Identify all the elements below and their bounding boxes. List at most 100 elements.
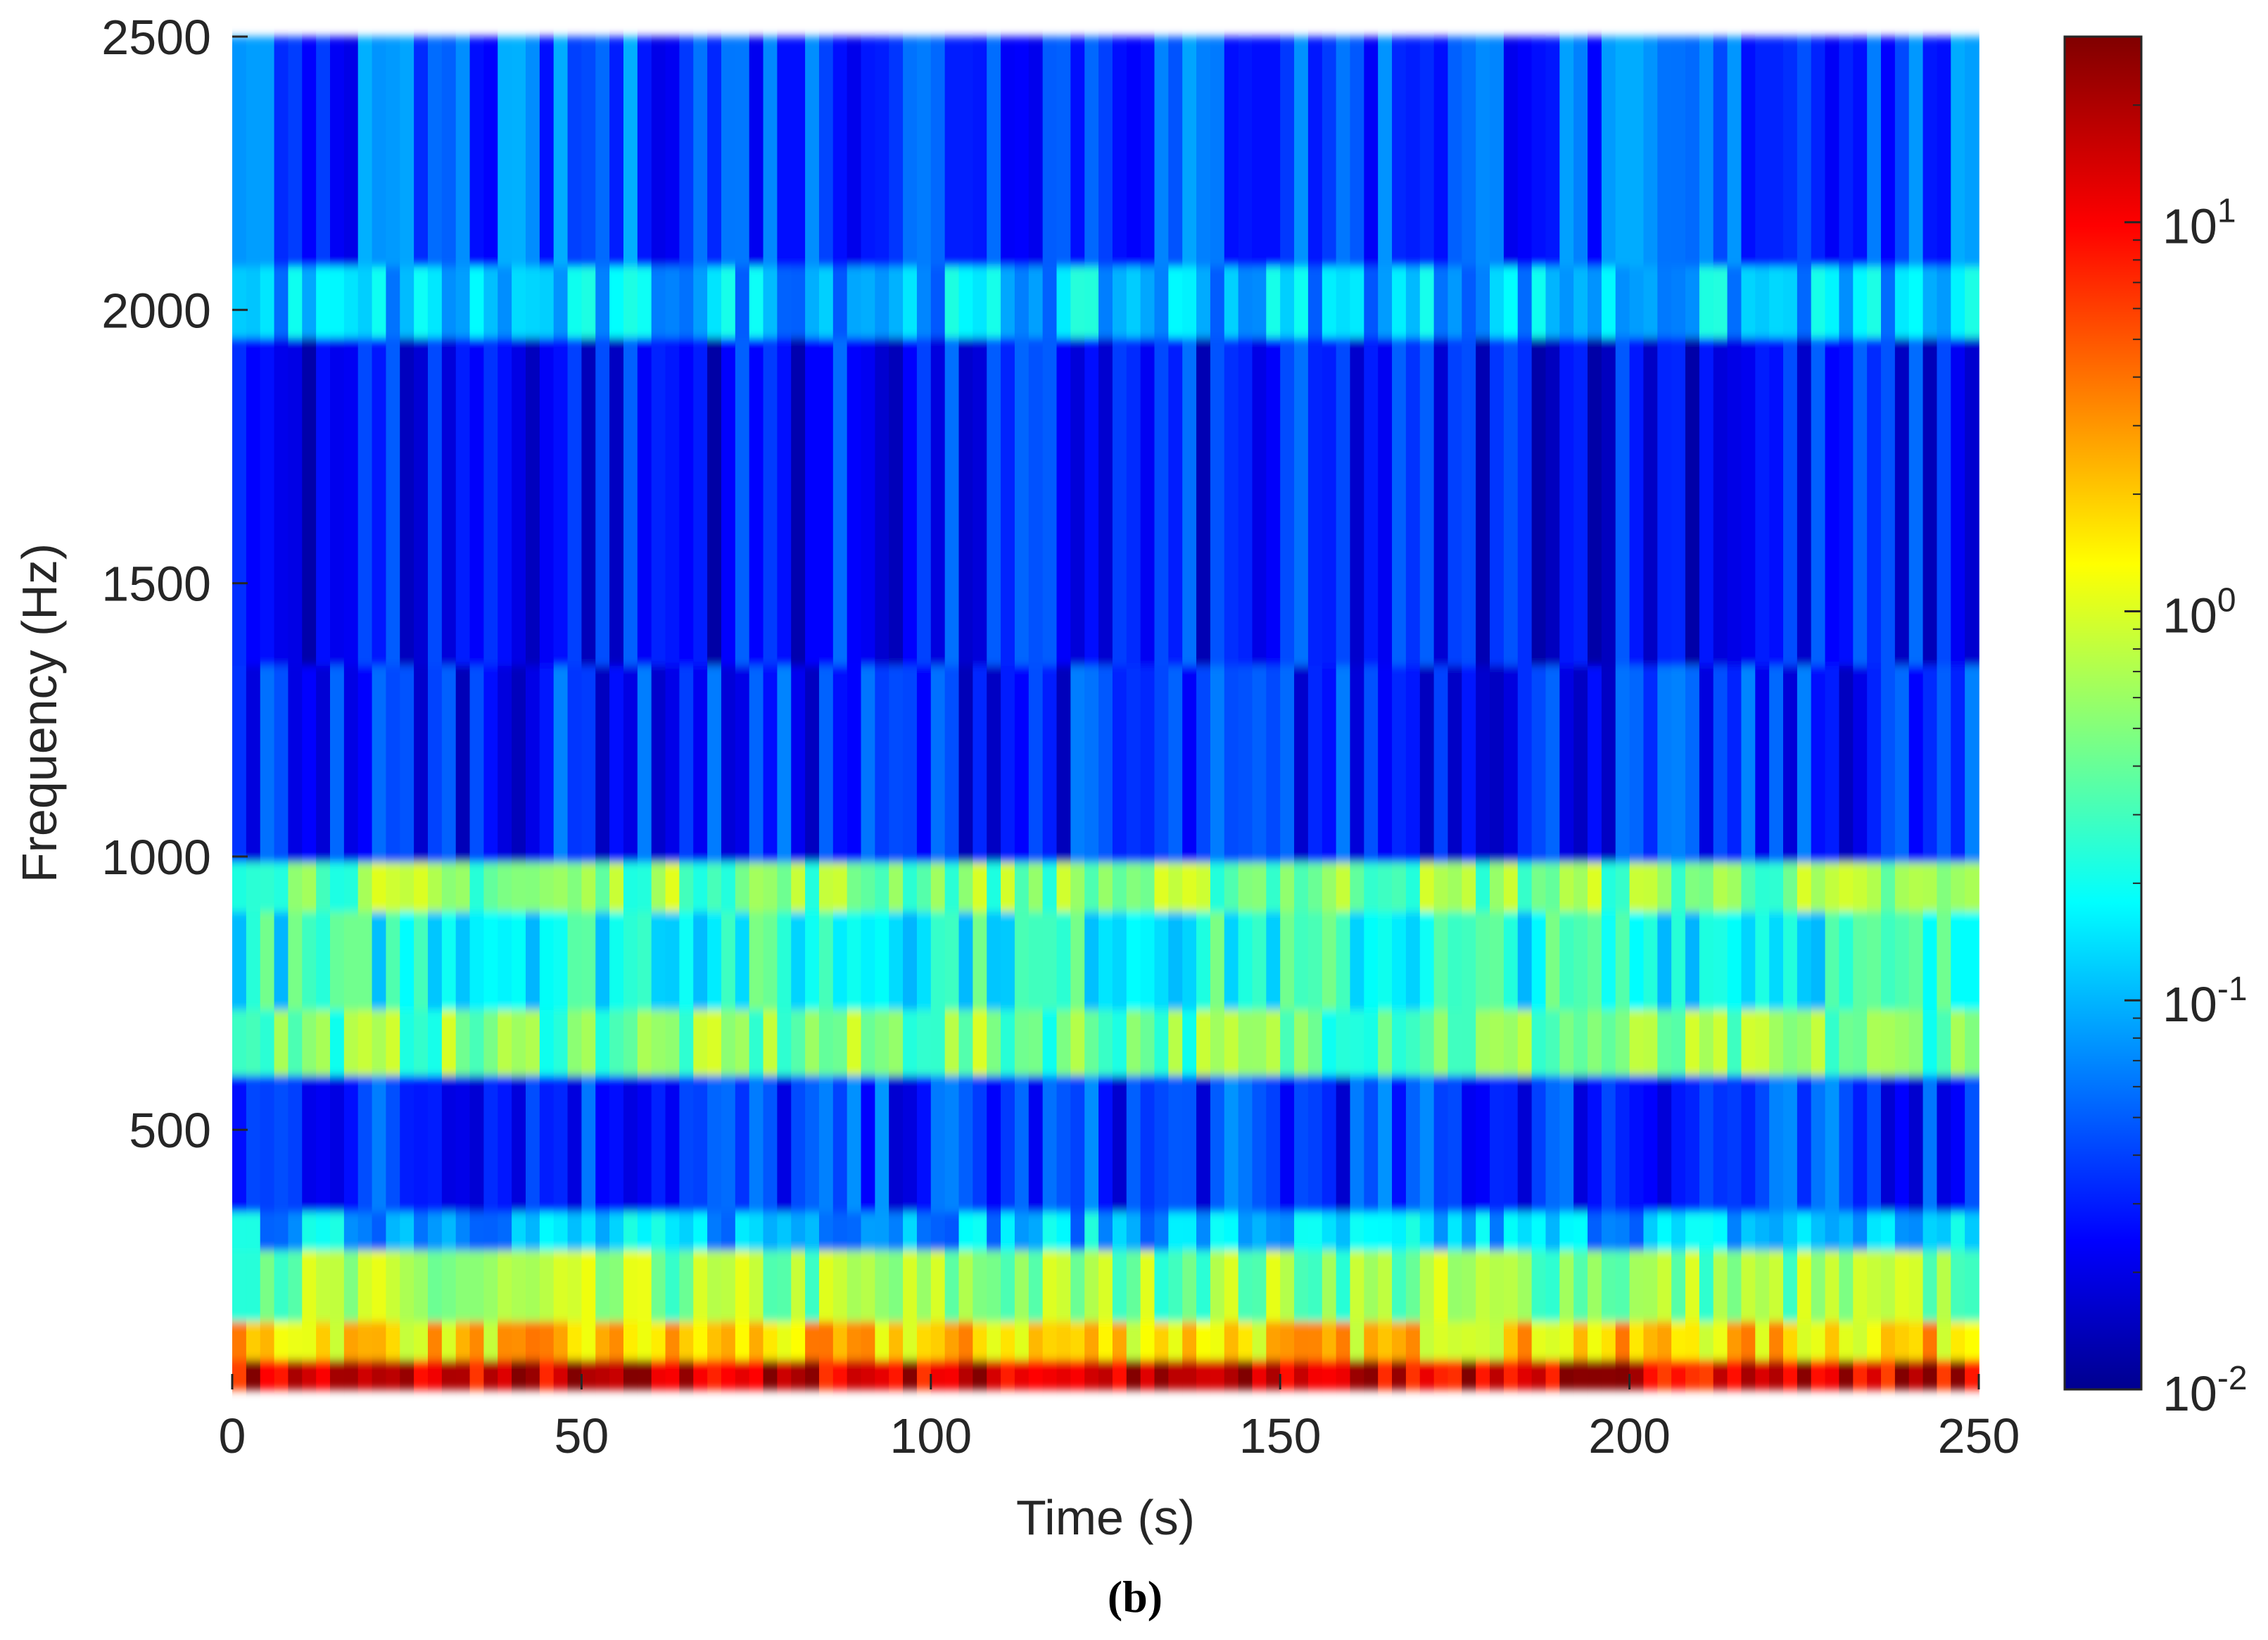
heatmap-cell <box>1210 1359 1225 1390</box>
heatmap-cell <box>567 911 583 1011</box>
heatmap-cell <box>1881 337 1896 666</box>
heatmap-cell <box>441 862 457 912</box>
heatmap-cell <box>525 862 540 912</box>
heatmap-cell <box>1419 1359 1435 1390</box>
heatmap-cell <box>581 1075 597 1213</box>
heatmap-cell <box>651 1211 666 1251</box>
heatmap-cell <box>1811 911 1826 1011</box>
heatmap-cell <box>1783 665 1798 863</box>
heatmap-cell <box>1447 1009 1463 1076</box>
heatmap-cell <box>1168 1249 1184 1322</box>
heatmap-cell <box>1573 1249 1588 1322</box>
heatmap-cell <box>1741 911 1756 1011</box>
heatmap-cell <box>372 911 387 1011</box>
heatmap-cell <box>1657 1009 1672 1076</box>
x-tick-label: 0 <box>219 1408 246 1463</box>
heatmap-cell <box>903 665 918 863</box>
heatmap-cell <box>609 862 624 912</box>
heatmap-cell <box>749 1075 764 1213</box>
heatmap-cell <box>1559 1249 1574 1322</box>
heatmap-cell <box>861 37 876 267</box>
heatmap-cell <box>1056 1075 1072 1213</box>
heatmap-cell <box>693 665 708 863</box>
heatmap-cell <box>1140 266 1155 338</box>
heatmap-cell <box>595 911 610 1011</box>
heatmap-cell <box>1014 1359 1030 1390</box>
heatmap-cell <box>818 266 834 338</box>
heatmap-cell <box>1881 1075 1896 1213</box>
heatmap-cell <box>861 1211 876 1251</box>
heatmap-cell <box>1727 1359 1742 1390</box>
heatmap-cell <box>1741 1009 1756 1076</box>
heatmap-cell <box>1629 1009 1645 1076</box>
heatmap-cell <box>805 1249 820 1322</box>
heatmap-cell <box>1490 266 1504 338</box>
heatmap-cell <box>414 665 429 863</box>
heatmap-cell <box>1769 1211 1784 1251</box>
colorbar-tick-base: 10 <box>2162 199 2217 254</box>
heatmap-cell <box>1252 1075 1267 1213</box>
heatmap-cell <box>1894 1249 1910 1322</box>
heatmap-cell <box>274 266 289 338</box>
heatmap-cell <box>1867 1009 1882 1076</box>
heatmap-cell <box>1266 1249 1281 1322</box>
heatmap-cell <box>609 337 624 666</box>
heatmap-cell <box>1573 266 1588 338</box>
heatmap-cell <box>1937 337 1952 666</box>
heatmap-cell <box>1028 37 1044 267</box>
heatmap-cell <box>1573 1075 1588 1213</box>
heatmap-cell <box>302 1320 317 1361</box>
heatmap-cell <box>427 337 443 666</box>
heatmap-cell <box>1238 862 1253 912</box>
heatmap-cell <box>1322 1320 1337 1361</box>
heatmap-cell <box>818 37 834 267</box>
heatmap-cell <box>1112 1249 1127 1322</box>
heatmap-cell <box>1490 1320 1504 1361</box>
heatmap-cell <box>581 1249 597 1322</box>
heatmap-cell <box>1908 337 1924 666</box>
heatmap-cell <box>1336 911 1351 1011</box>
heatmap-cell <box>1336 1211 1351 1251</box>
heatmap-cell <box>1462 1359 1476 1390</box>
heatmap-cell <box>427 37 443 267</box>
heatmap-cell <box>987 1359 1001 1390</box>
heatmap-cell <box>875 911 890 1011</box>
heatmap-cell <box>1280 862 1295 912</box>
heatmap-cell <box>1713 862 1728 912</box>
heatmap-cell <box>665 37 680 267</box>
heatmap-cell <box>1867 266 1882 338</box>
heatmap-cell <box>791 862 806 912</box>
heatmap-cell <box>232 1075 247 1213</box>
heatmap-cell <box>1629 1249 1645 1322</box>
heatmap-cell <box>427 1249 443 1322</box>
heatmap-cell <box>1447 665 1463 863</box>
heatmap-cell <box>386 911 401 1011</box>
heatmap-cell <box>763 1009 778 1076</box>
heatmap-cell <box>595 1075 610 1213</box>
heatmap-cell <box>721 337 736 666</box>
heatmap-cell <box>623 1359 638 1390</box>
heatmap-cell <box>1350 337 1365 666</box>
heatmap-cell <box>707 862 722 912</box>
heatmap-cell <box>1685 665 1700 863</box>
heatmap-cell <box>1894 1009 1910 1076</box>
heatmap-cell <box>246 37 261 267</box>
heatmap-cell <box>1727 1320 1742 1361</box>
heatmap-cell <box>1601 1320 1616 1361</box>
heatmap-cell <box>1545 37 1561 267</box>
heatmap-cell <box>1126 1075 1141 1213</box>
heatmap-cell <box>847 1211 862 1251</box>
heatmap-cell <box>498 665 512 863</box>
heatmap-cell <box>1643 1320 1659 1361</box>
heatmap-cell <box>1490 1075 1504 1213</box>
heatmap-cell <box>1881 911 1896 1011</box>
heatmap-cell <box>1028 862 1044 912</box>
heatmap-cell <box>1307 911 1323 1011</box>
heatmap-cell <box>707 266 722 338</box>
heatmap-cell <box>1839 1009 1854 1076</box>
heatmap-cell <box>1783 337 1798 666</box>
heatmap-cell <box>930 665 946 863</box>
heatmap-cell <box>1056 37 1072 267</box>
heatmap-cell <box>1671 1320 1686 1361</box>
heatmap-cell <box>1098 1359 1113 1390</box>
